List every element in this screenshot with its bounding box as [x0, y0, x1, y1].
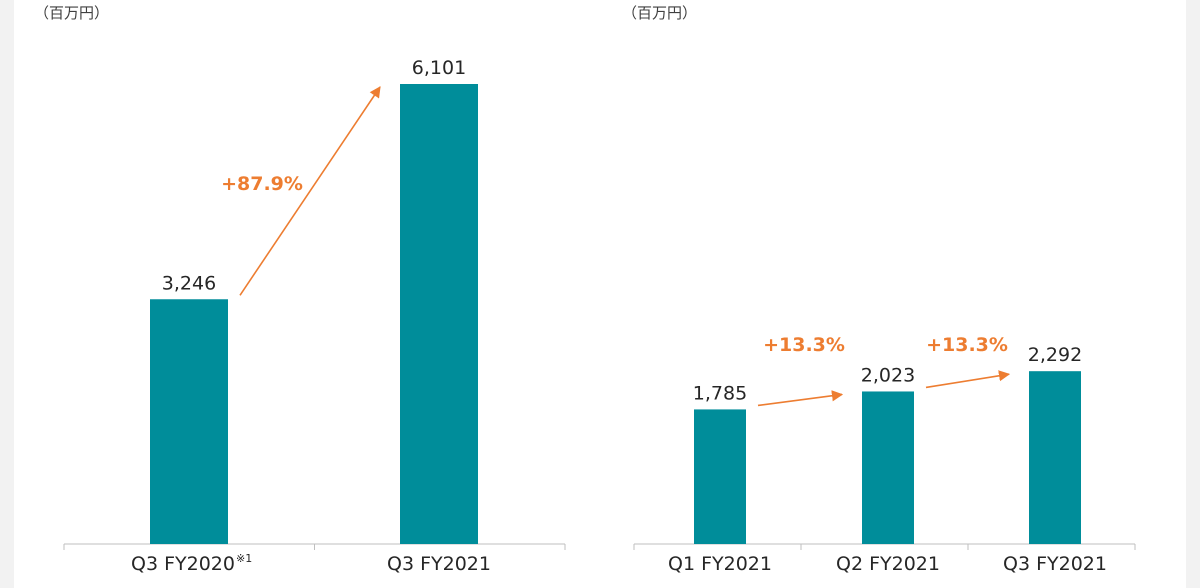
x-tick-label: Q3 FY2020	[131, 553, 235, 575]
growth-label: +87.9%	[221, 173, 303, 195]
bar-q3-fy2021	[400, 84, 478, 544]
bar-q3-fy2020	[150, 299, 228, 544]
growth-arrow	[239, 86, 381, 296]
growth-label: +13.3%	[926, 334, 1008, 356]
unit-label: （百万円）	[34, 4, 109, 22]
bar-q1-fy2021	[694, 409, 746, 544]
bar-q3-fy2021	[1029, 371, 1081, 544]
data-label: 1,785	[693, 382, 747, 404]
right-margin-band	[1186, 0, 1200, 588]
left-margin-band	[0, 0, 14, 588]
x-tick-label: Q3 FY2021	[1003, 553, 1107, 575]
footnote-marker: ※1	[236, 552, 252, 565]
growth-label: +13.3%	[763, 334, 845, 356]
data-label: 6,101	[412, 57, 466, 79]
growth-arrow	[757, 390, 844, 407]
chart-1: （百万円） 3,246 Q3 FY2020 ※1 6,101 Q3 FY2021 +87.9…	[34, 4, 566, 575]
x-tick-label: Q1 FY2021	[668, 553, 772, 575]
data-label: 2,023	[861, 364, 915, 386]
unit-label: （百万円）	[622, 4, 697, 22]
x-tick-label: Q2 FY2021	[836, 553, 940, 575]
x-tick-label: Q3 FY2021	[387, 553, 491, 575]
chart-2: （百万円） 1,785 Q1 FY2021 2,023 Q2 FY2021 2,292 Q3…	[622, 4, 1136, 575]
data-label: 2,292	[1028, 344, 1082, 366]
data-label: 3,246	[162, 272, 216, 294]
bar-q2-fy2021	[862, 391, 914, 544]
growth-arrow	[925, 370, 1011, 389]
